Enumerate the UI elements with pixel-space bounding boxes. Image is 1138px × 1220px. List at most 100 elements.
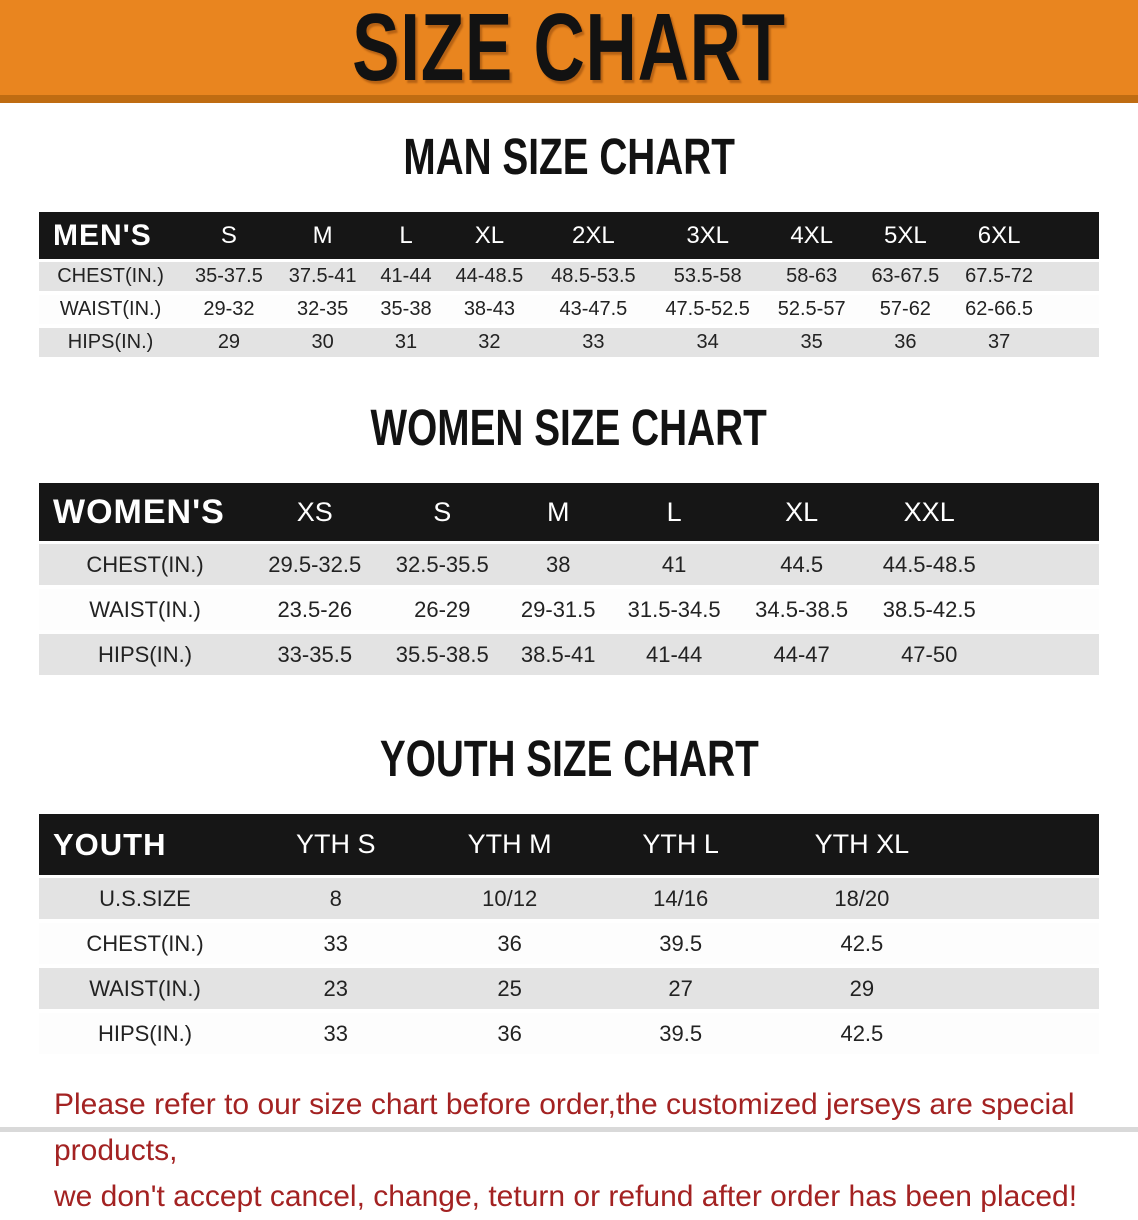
measurement-row: CHEST(IN.) 29.5-32.5 32.5-35.5 38 41 44.5 44.5… (39, 542, 1099, 589)
row-label: WAIST(IN.) (39, 965, 251, 1013)
size-value-cell: 33-35.5 (251, 631, 379, 679)
content-area: MAN SIZE CHART MEN'S S M L XL 2XL 3XL 4XL 5XL 6XL… (0, 127, 1138, 1220)
size-value-cell: 34 (650, 325, 765, 361)
measurement-row: CHEST(IN.) 33 36 39.5 42.5 (39, 921, 1099, 968)
size-value-cell: 44-47 (737, 631, 866, 679)
size-value-cell: 29 (762, 965, 962, 1013)
size-column-header: M (275, 212, 370, 262)
size-column-header: XS (251, 483, 379, 544)
row-filler-cell (961, 1011, 1099, 1058)
size-value-cell: 37.5-41 (275, 260, 370, 295)
size-column-header: YTH XL (762, 814, 962, 878)
size-column-header: S (182, 212, 276, 262)
size-table-header-row: YOUTH YTH S YTH M YTH L YTH XL (39, 814, 1099, 878)
size-value-cell: 53.5-58 (650, 260, 765, 295)
size-value-cell: 35 (764, 325, 859, 361)
measurement-row: CHEST(IN.) 35-37.5 37.5-41 41-44 44-48.5 48.5… (39, 260, 1099, 295)
size-value-cell: 27 (598, 965, 763, 1013)
size-value-cell: 62-66.5 (952, 293, 1046, 328)
size-value-cell: 34.5-38.5 (737, 587, 866, 634)
size-column-header: XXL (865, 483, 993, 544)
size-column-header: L (369, 212, 443, 262)
size-column-header: XL (737, 483, 866, 544)
size-value-cell: 42.5 (762, 921, 962, 968)
size-value-cell: 35-37.5 (182, 260, 276, 295)
size-value-cell: 32.5-35.5 (378, 542, 507, 589)
size-value-cell: 29.5-32.5 (251, 542, 379, 589)
women-size-section: WOMEN SIZE CHART WOMEN'S XS S M L XL XXL CHEST(… (39, 398, 1099, 679)
size-value-cell: 37 (952, 325, 1046, 361)
page-bottom-edge (0, 1127, 1138, 1132)
row-filler-cell (993, 631, 1099, 679)
size-value-cell: 57-62 (858, 293, 953, 328)
size-value-cell: 18/20 (762, 876, 962, 923)
size-value-cell: 14/16 (598, 876, 763, 923)
size-column-header: 4XL (764, 212, 859, 262)
row-label: CHEST(IN.) (39, 921, 251, 968)
size-value-cell: 29-31.5 (506, 587, 611, 634)
size-value-cell: 47-50 (865, 631, 993, 679)
measurement-row: U.S.SIZE 8 10/12 14/16 18/20 (39, 876, 1099, 923)
size-value-cell: 36 (858, 325, 953, 361)
row-filler-cell (993, 587, 1099, 634)
size-column-header: XL (442, 212, 537, 262)
table-corner-label: MEN'S (39, 212, 183, 262)
measurement-row: WAIST(IN.) 23 25 27 29 (39, 965, 1099, 1013)
size-value-cell: 31.5-34.5 (610, 587, 738, 634)
size-value-cell: 67.5-72 (952, 260, 1046, 295)
disclaimer-line-2: we don't accept cancel, change, teturn o… (54, 1180, 1078, 1213)
row-label: HIPS(IN.) (39, 631, 251, 679)
size-table-header-row: MEN'S S M L XL 2XL 3XL 4XL 5XL 6XL (39, 212, 1099, 262)
size-value-cell: 36 (420, 921, 599, 968)
youth-size-section: YOUTH SIZE CHART YOUTH YTH S YTH M YTH L YTH… (39, 729, 1099, 1058)
row-label: WAIST(IN.) (39, 293, 183, 328)
size-value-cell: 41-44 (369, 260, 443, 295)
size-value-cell: 52.5-57 (764, 293, 859, 328)
size-column-header: YTH M (420, 814, 599, 878)
size-value-cell: 38.5-41 (506, 631, 611, 679)
size-value-cell: 47.5-52.5 (650, 293, 765, 328)
size-value-cell: 33 (251, 921, 421, 968)
size-value-cell: 32 (442, 325, 537, 361)
size-value-cell: 35.5-38.5 (378, 631, 507, 679)
size-value-cell: 29 (182, 325, 276, 361)
size-column-header: L (610, 483, 738, 544)
size-value-cell: 38-43 (442, 293, 537, 328)
size-value-cell: 58-63 (764, 260, 859, 295)
size-value-cell: 41-44 (610, 631, 738, 679)
row-label: CHEST(IN.) (39, 542, 251, 589)
size-value-cell: 41 (610, 542, 738, 589)
size-table-header-row: WOMEN'S XS S M L XL XXL (39, 483, 1099, 544)
table-corner-label: WOMEN'S (39, 483, 251, 544)
size-value-cell: 33 (251, 1011, 421, 1058)
row-label: HIPS(IN.) (39, 1011, 251, 1058)
youth-size-table: YOUTH YTH S YTH M YTH L YTH XL U.S.SIZE 8 10/12… (39, 814, 1099, 1058)
men-chart-heading: MAN SIZE CHART (39, 127, 1099, 186)
header-filler-cell (961, 814, 1099, 878)
size-chart-banner: SIZE CHART (0, 0, 1138, 103)
men-size-section: MAN SIZE CHART MEN'S S M L XL 2XL 3XL 4XL 5XL 6XL… (39, 127, 1099, 361)
size-value-cell: 36 (420, 1011, 599, 1058)
men-size-table: MEN'S S M L XL 2XL 3XL 4XL 5XL 6XL CHEST(IN.) 35-37… (39, 212, 1099, 361)
size-column-header: 5XL (858, 212, 953, 262)
measurement-row: HIPS(IN.) 29 30 31 32 33 34 35 36 37 (39, 325, 1099, 361)
size-column-header: M (506, 483, 611, 544)
row-filler-cell (1046, 260, 1099, 295)
size-value-cell: 35-38 (369, 293, 443, 328)
size-value-cell: 63-67.5 (858, 260, 953, 295)
women-size-table: WOMEN'S XS S M L XL XXL CHEST(IN.) 29.5-32.5 32.5… (39, 483, 1099, 679)
table-corner-label: YOUTH (39, 814, 251, 878)
measurement-row: HIPS(IN.) 33 36 39.5 42.5 (39, 1011, 1099, 1058)
size-value-cell: 39.5 (598, 1011, 763, 1058)
size-value-cell: 38.5-42.5 (865, 587, 993, 634)
row-label: U.S.SIZE (39, 876, 251, 923)
women-chart-heading-text: WOMEN SIZE CHART (370, 399, 768, 456)
row-filler-cell (961, 921, 1099, 968)
size-value-cell: 23.5-26 (251, 587, 379, 634)
size-value-cell: 38 (506, 542, 611, 589)
row-filler-cell (961, 876, 1099, 923)
header-filler-cell (993, 483, 1099, 544)
size-column-header: 6XL (952, 212, 1046, 262)
size-value-cell: 33 (536, 325, 651, 361)
size-value-cell: 42.5 (762, 1011, 962, 1058)
